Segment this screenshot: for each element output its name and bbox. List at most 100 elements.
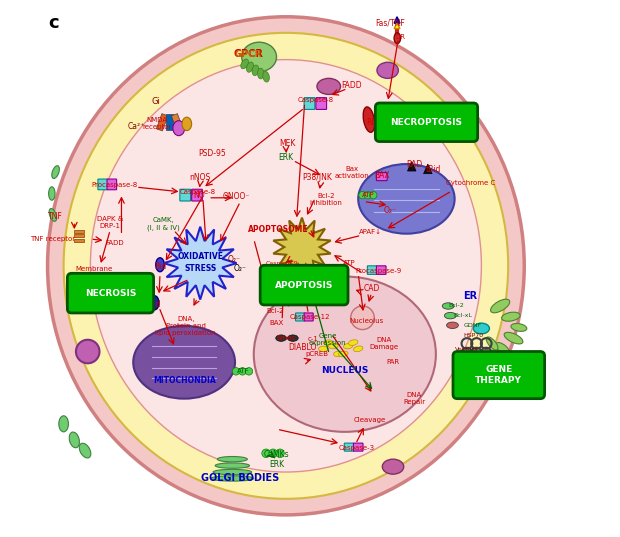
FancyBboxPatch shape <box>68 273 154 313</box>
Text: GENE
THERAPY: GENE THERAPY <box>476 365 522 385</box>
Text: DIABLO: DIABLO <box>288 343 316 352</box>
Text: c: c <box>48 14 60 32</box>
Text: PSD-95: PSD-95 <box>198 149 226 158</box>
Text: pCREB: pCREB <box>305 351 328 357</box>
Text: Vectors: Vectors <box>455 347 479 352</box>
Ellipse shape <box>263 71 269 82</box>
Text: Bcl-2: Bcl-2 <box>267 308 284 314</box>
Text: FADD: FADD <box>341 81 361 90</box>
Text: P38/JNK: P38/JNK <box>302 173 332 182</box>
Ellipse shape <box>324 340 333 345</box>
Ellipse shape <box>377 62 399 78</box>
Ellipse shape <box>317 78 340 95</box>
Bar <box>74 234 84 237</box>
Text: O₂⁻: O₂⁻ <box>384 206 397 215</box>
Text: Ca²⁺: Ca²⁺ <box>127 122 144 131</box>
Text: ATP: ATP <box>361 192 374 198</box>
FancyBboxPatch shape <box>192 189 202 201</box>
Ellipse shape <box>91 60 481 472</box>
Ellipse shape <box>334 351 343 357</box>
Text: tBid: tBid <box>145 300 161 309</box>
Text: GOLGI BODIES: GOLGI BODIES <box>202 474 280 483</box>
Ellipse shape <box>48 187 55 200</box>
Text: APOPTOSOME: APOPTOSOME <box>247 226 308 235</box>
Ellipse shape <box>383 459 404 474</box>
FancyBboxPatch shape <box>375 103 477 142</box>
Text: O₂⁻: O₂⁻ <box>228 255 241 264</box>
Text: GPCR: GPCR <box>234 49 264 59</box>
Ellipse shape <box>241 59 249 69</box>
Text: tBid: tBid <box>425 165 441 174</box>
Polygon shape <box>273 217 330 277</box>
Text: O₂⁻: O₂⁻ <box>234 264 247 273</box>
Ellipse shape <box>182 117 192 130</box>
Ellipse shape <box>504 332 523 344</box>
Bar <box>74 230 84 233</box>
Text: Bax
activation: Bax activation <box>334 165 369 179</box>
Text: ER: ER <box>464 292 478 301</box>
Text: Caspase-8: Caspase-8 <box>298 97 334 103</box>
Ellipse shape <box>257 68 264 79</box>
Text: Bcl-2: Bcl-2 <box>448 303 464 308</box>
FancyBboxPatch shape <box>98 179 107 190</box>
Text: Bcl-2
inhibition: Bcl-2 inhibition <box>309 193 342 206</box>
Ellipse shape <box>64 33 508 499</box>
Polygon shape <box>394 17 400 23</box>
FancyBboxPatch shape <box>316 98 327 110</box>
FancyBboxPatch shape <box>273 289 296 297</box>
Text: HSP70: HSP70 <box>464 333 484 338</box>
Text: Cytochrome C: Cytochrome C <box>446 180 495 186</box>
Text: Procaspase-8: Procaspase-8 <box>91 183 138 188</box>
Text: CaMK,
(I, II & IV): CaMK, (I, II & IV) <box>148 217 180 231</box>
Text: OXIDATIVE: OXIDATIVE <box>177 252 223 261</box>
FancyBboxPatch shape <box>107 179 117 190</box>
Circle shape <box>232 368 240 375</box>
Text: DNA
Repair: DNA Repair <box>404 391 425 404</box>
Text: CAD: CAD <box>363 285 380 293</box>
Text: Caspase-3: Caspase-3 <box>339 445 375 451</box>
Text: MITOCHONDIA: MITOCHONDIA <box>153 376 216 386</box>
Ellipse shape <box>319 346 328 352</box>
Ellipse shape <box>445 313 456 319</box>
FancyBboxPatch shape <box>260 265 348 305</box>
Text: NO: NO <box>193 191 205 200</box>
Text: Gene
expression: Gene expression <box>309 333 347 346</box>
Ellipse shape <box>79 443 91 458</box>
FancyBboxPatch shape <box>180 189 190 201</box>
Circle shape <box>262 449 270 458</box>
Text: TNF: TNF <box>48 212 63 221</box>
Text: DNA,
Protein and
lipid peroxidation: DNA, Protein and lipid peroxidation <box>156 316 216 336</box>
Circle shape <box>364 191 371 199</box>
FancyBboxPatch shape <box>367 266 377 274</box>
Text: RIP: RIP <box>366 118 379 127</box>
Text: NECROSIS: NECROSIS <box>85 289 136 297</box>
Text: NMDA
receptor: NMDA receptor <box>143 118 172 130</box>
Text: Caspase-9: Caspase-9 <box>266 260 298 266</box>
Ellipse shape <box>358 164 454 234</box>
Text: Bcl-xL: Bcl-xL <box>453 313 472 318</box>
Ellipse shape <box>363 107 374 132</box>
Text: DNA
Damage: DNA Damage <box>370 337 399 350</box>
Text: PAR: PAR <box>386 359 399 365</box>
Ellipse shape <box>252 65 259 76</box>
Ellipse shape <box>218 456 247 462</box>
Ellipse shape <box>213 469 252 475</box>
Text: NUCLEUS: NUCLEUS <box>321 366 368 375</box>
Ellipse shape <box>511 323 527 331</box>
Circle shape <box>245 368 253 375</box>
Text: nNOS: nNOS <box>190 173 211 182</box>
Ellipse shape <box>442 303 454 309</box>
Text: ATP: ATP <box>343 260 355 266</box>
Polygon shape <box>394 23 400 28</box>
Bar <box>156 114 168 131</box>
Text: BAX: BAX <box>269 320 283 326</box>
Polygon shape <box>164 227 237 300</box>
Ellipse shape <box>247 62 254 72</box>
FancyBboxPatch shape <box>353 443 363 451</box>
Text: BAX: BAX <box>374 171 390 180</box>
Ellipse shape <box>473 323 489 334</box>
Ellipse shape <box>329 343 338 349</box>
Text: ATF: ATF <box>237 368 249 374</box>
Text: GDNF: GDNF <box>463 386 482 392</box>
Ellipse shape <box>496 343 510 355</box>
